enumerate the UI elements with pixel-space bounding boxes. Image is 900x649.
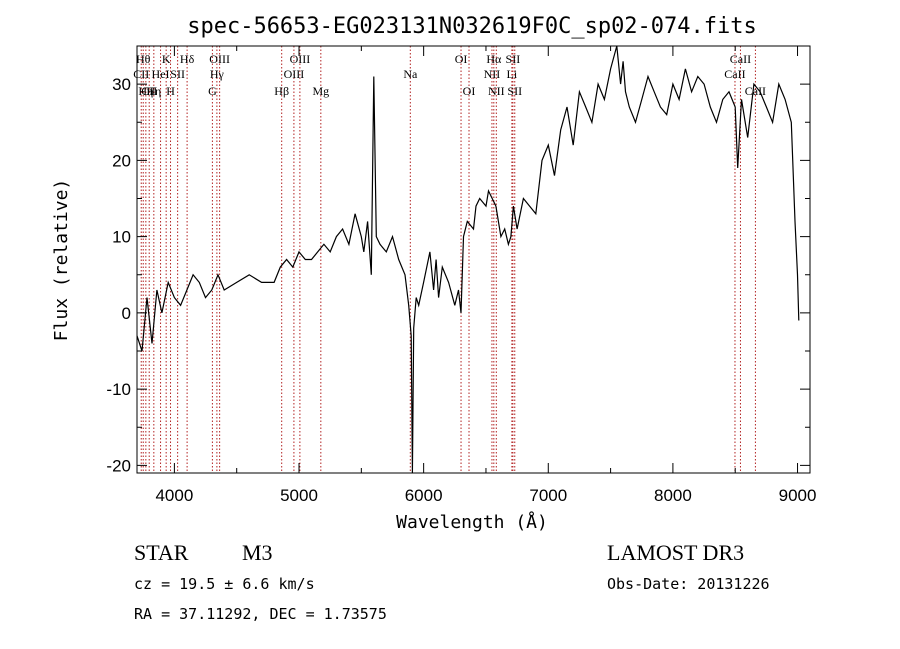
line-label-6300: OI [455,52,468,66]
x-tick-label-6000: 6000 [405,486,443,505]
x-axis-label: Wavelength (Å) [396,511,548,533]
line-label-4102: Hδ [180,52,195,66]
spectrum-line [136,45,800,474]
line-label-3750: Hθ [136,52,151,66]
x-tick-label-7000: 7000 [529,486,567,505]
line-label-4959: OIII [284,67,305,81]
line-label-6708: Li [507,67,518,81]
y-tick-label-10: 10 [112,228,131,247]
line-label-4026: SII [170,67,185,81]
y-tick-label--10: -10 [106,380,131,399]
line-label-5893: Na [403,67,418,81]
redshift-cz: cz = 19.5 ± 6.6 km/s [134,575,315,593]
line-label-6731: SII [507,84,522,98]
line-label-5007: OIII [290,52,311,66]
line-label-8498: CaII [724,67,745,81]
line-label-8542: CaII [730,52,751,66]
x-tick-label-8000: 8000 [654,486,692,505]
line-label-6563: Hα [486,52,502,66]
line-label-3771: Hη [138,84,153,98]
survey-name: LAMOST DR3 [607,540,744,565]
line-label-6583: NII [488,84,505,98]
observation-date: Obs-Date: 20131226 [607,575,770,593]
line-label-4341: Hγ [210,67,225,81]
line-label-5175: Mg [312,84,329,98]
ra-dec-coordinates: RA = 37.11292, DEC = 1.73575 [134,605,387,623]
line-label-6716: SII [506,52,521,66]
x-tick-label-9000: 9000 [779,486,817,505]
line-label-4861: Hβ [274,84,289,98]
x-tick-label-5000: 5000 [280,486,318,505]
y-tick-label-20: 20 [112,151,131,170]
y-tick-label-0: 0 [122,304,131,323]
y-tick-label--20: -20 [106,456,131,475]
spectral-line-markers [140,46,756,473]
spectral-line-labels: CIIHθHηCIIHηHeIKHSIIHδGHγOIIIHβOIIIOIIIM… [133,52,766,98]
line-label-3969: H [166,84,175,98]
y-axis-label: Flux (relative) [51,179,72,342]
x-axis-ticks: 4000 5000 6000 7000 8000 9000 [155,46,816,505]
object-class: STAR [134,540,189,565]
x-tick-label-4000: 4000 [155,486,193,505]
line-label-3835: Hη [146,84,161,98]
line-label-3734: CII [133,67,149,81]
line-label-4305: G [208,84,217,98]
y-axis-ticks: -20 -10 0 10 20 30 [106,45,810,475]
chart-title: spec-56653-EG023131N032619F0C_sp02-074.f… [187,14,757,39]
line-label-6548: NII [484,67,501,81]
plot-frame [136,45,811,474]
object-subclass: M3 [242,540,273,565]
y-tick-label-30: 30 [112,75,131,94]
line-label-3889: HeI [152,67,170,81]
line-label-4363: OIII [209,52,230,66]
line-label-6364: OI [463,84,476,98]
line-label-3934: K [162,52,171,66]
line-label-3798: CII [141,84,157,98]
